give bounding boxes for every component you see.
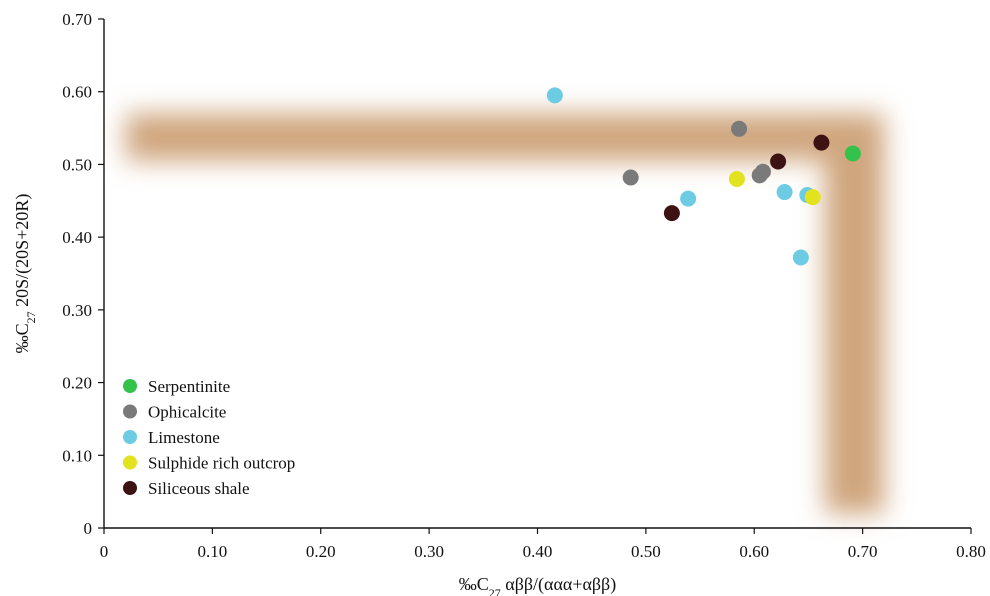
- legend-marker-siliceous-shale: [123, 481, 137, 495]
- point-ophicalcite: [731, 120, 748, 137]
- legend-label-sulphide-rich-outcrop: Sulphide rich outcrop: [148, 454, 295, 473]
- legend: Serpentinite Ophicalcite Limestone Sulphide…: [123, 377, 295, 498]
- y-tick-label: 0.30: [62, 301, 92, 320]
- legend-marker-serpentinite: [123, 379, 137, 393]
- point-limestone: [546, 87, 563, 104]
- band-horizontal: [125, 113, 885, 161]
- band-vertical: [824, 113, 885, 514]
- y-tick-label: 0.60: [62, 83, 92, 102]
- x-axis-title: ‰C27 αββ/(ααα+αββ): [459, 574, 616, 596]
- point-siliceous-shale: [770, 153, 787, 170]
- x-tick-label: 0: [100, 542, 109, 561]
- x-tick-label: 0.30: [414, 542, 444, 561]
- y-tick-label: 0.50: [62, 155, 92, 174]
- x-tick-label: 0.20: [306, 542, 336, 561]
- legend-label-siliceous-shale: Siliceous shale: [148, 479, 250, 498]
- x-tick-label: 0.70: [848, 542, 878, 561]
- point-limestone: [792, 249, 809, 266]
- y-tick-label: 0.40: [62, 228, 92, 247]
- point-sulphide-rich-outcrop: [728, 170, 745, 187]
- point-sulphide-rich-outcrop: [804, 189, 821, 206]
- point-serpentinite: [844, 145, 861, 162]
- y-axis-title: ‰C27 20S/(20S+20R): [12, 194, 38, 354]
- data-points: [546, 87, 861, 266]
- point-siliceous-shale: [663, 205, 680, 222]
- trend-band: [125, 113, 885, 514]
- y-tick-label: 0.10: [62, 446, 92, 465]
- legend-marker-sulphide-rich-outcrop: [123, 455, 137, 470]
- legend-label-serpentinite: Serpentinite: [148, 377, 230, 396]
- y-tick-label: 0.20: [62, 374, 92, 393]
- point-limestone: [776, 184, 793, 201]
- point-ophicalcite: [754, 163, 771, 180]
- y-tick-label: 0: [84, 519, 93, 538]
- y-tick-label: 0.70: [62, 10, 92, 29]
- x-tick-label: 0.60: [739, 542, 769, 561]
- legend-marker-ophicalcite: [123, 404, 137, 419]
- x-tick-label: 0.10: [198, 542, 228, 561]
- point-siliceous-shale: [813, 134, 830, 151]
- axes: 0 0.10 0.20 0.30 0.40 0.50 0.60 0.70 0.80 0 0.10 0.…: [12, 10, 986, 596]
- point-limestone: [680, 190, 697, 207]
- x-tick-label: 0.40: [523, 542, 553, 561]
- point-ophicalcite: [622, 169, 639, 186]
- x-tick-label: 0.50: [631, 542, 661, 561]
- legend-label-limestone: Limestone: [148, 428, 220, 447]
- x-tick-label: 0.80: [956, 542, 986, 561]
- legend-label-ophicalcite: Ophicalcite: [148, 403, 226, 422]
- legend-marker-limestone: [123, 430, 137, 444]
